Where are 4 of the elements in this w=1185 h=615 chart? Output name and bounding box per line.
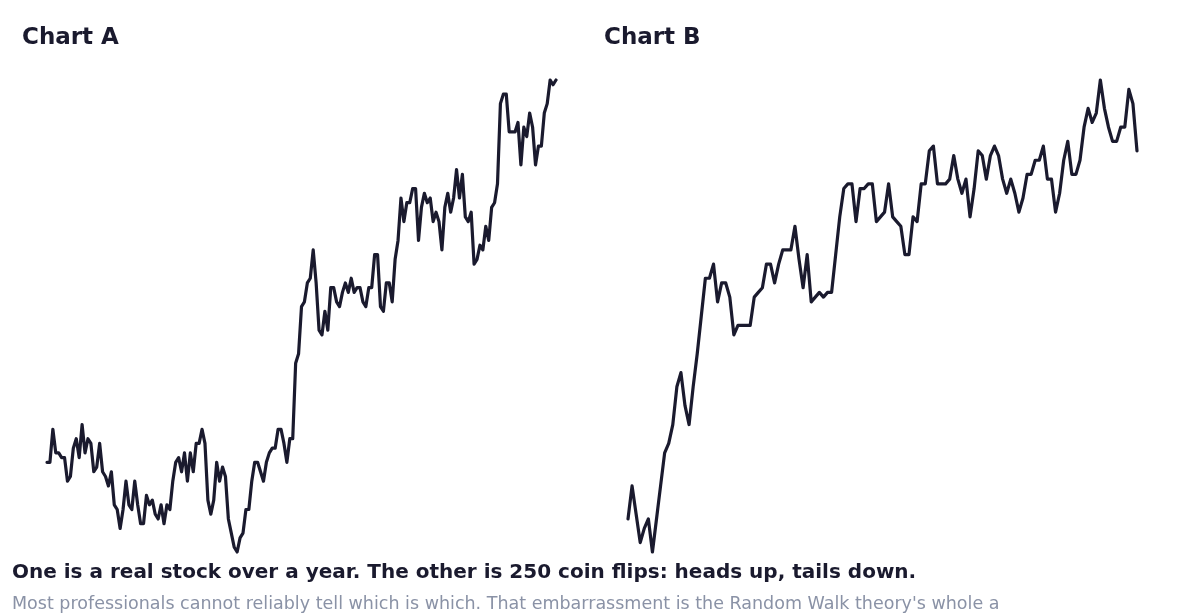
text: Most professionals cannot reliably tell which is which. That embarrassment is the Random Walk theory's whole a [12, 593, 1000, 613]
chart-title: Chart B [604, 23, 701, 49]
chart-title: Chart A [22, 23, 120, 49]
text: One is a real stock over a year. The other is 250 coin flips: heads up, tails down. [12, 559, 917, 583]
